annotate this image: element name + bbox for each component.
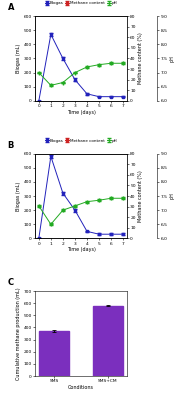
Text: A: A [8, 3, 14, 12]
Legend: Biogas, Methane content, pH: Biogas, Methane content, pH [43, 0, 119, 7]
Text: B: B [8, 141, 14, 150]
Bar [39, 331, 69, 376]
Text: C: C [8, 278, 14, 287]
Y-axis label: Biogas (mL): Biogas (mL) [16, 181, 21, 211]
X-axis label: Time (days): Time (days) [67, 110, 95, 115]
Y-axis label: pH: pH [169, 55, 174, 62]
Bar [93, 306, 122, 376]
Y-axis label: Methane content (%): Methane content (%) [138, 32, 143, 84]
Y-axis label: Methane content (%): Methane content (%) [138, 170, 143, 222]
Legend: Biogas, Methane content, pH: Biogas, Methane content, pH [43, 137, 119, 144]
X-axis label: Time (days): Time (days) [67, 247, 95, 252]
Y-axis label: Biogas (mL): Biogas (mL) [16, 44, 21, 73]
X-axis label: Conditions: Conditions [68, 385, 94, 390]
Y-axis label: pH: pH [169, 192, 174, 200]
Y-axis label: Cumulative methane production (mL): Cumulative methane production (mL) [16, 287, 21, 380]
